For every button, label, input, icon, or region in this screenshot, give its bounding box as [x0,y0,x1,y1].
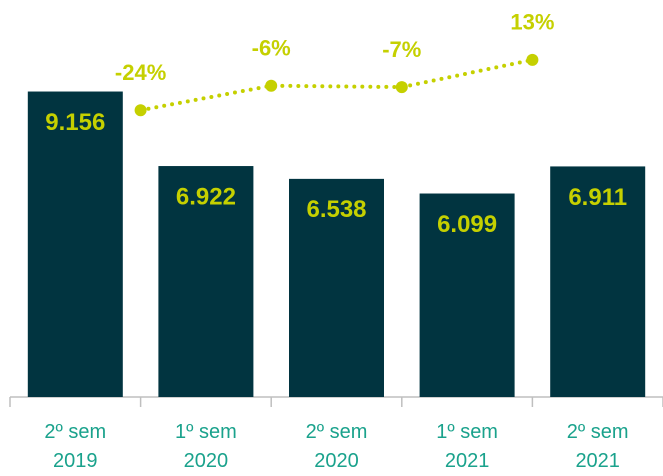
x-tick-label: 2º sem 2020 [305,421,368,472]
bar-value-label: 6.538 [306,196,366,223]
bar [158,166,254,397]
bar [27,91,123,397]
line-marker [526,53,539,66]
line-marker [265,79,278,92]
x-tick-label: 2º sem 2019 [44,421,107,472]
x-tick-label: 1º sem 2021 [436,421,498,472]
bar [419,193,515,397]
bar [550,166,646,397]
bar-value-label: 6.922 [176,183,236,210]
bar-value-label: 6.099 [437,211,497,238]
line-marker [134,104,147,117]
bar-value-label: 9.156 [45,109,105,136]
line-value-label: 13% [510,10,554,35]
line-value-label: -24% [115,60,166,85]
x-tick-label: 1º sem 2020 [175,421,237,472]
line-value-label: -6% [252,36,291,61]
line-marker [395,81,408,94]
x-tick-label: 2º sem 2021 [566,421,629,472]
bar-value-label: 6.911 [568,184,627,211]
line [138,57,535,113]
line-value-label: -7% [382,37,421,62]
bar [289,178,384,397]
